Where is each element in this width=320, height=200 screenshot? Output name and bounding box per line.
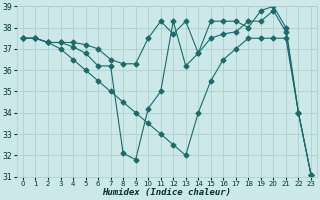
X-axis label: Humidex (Indice chaleur): Humidex (Indice chaleur): [102, 188, 231, 197]
